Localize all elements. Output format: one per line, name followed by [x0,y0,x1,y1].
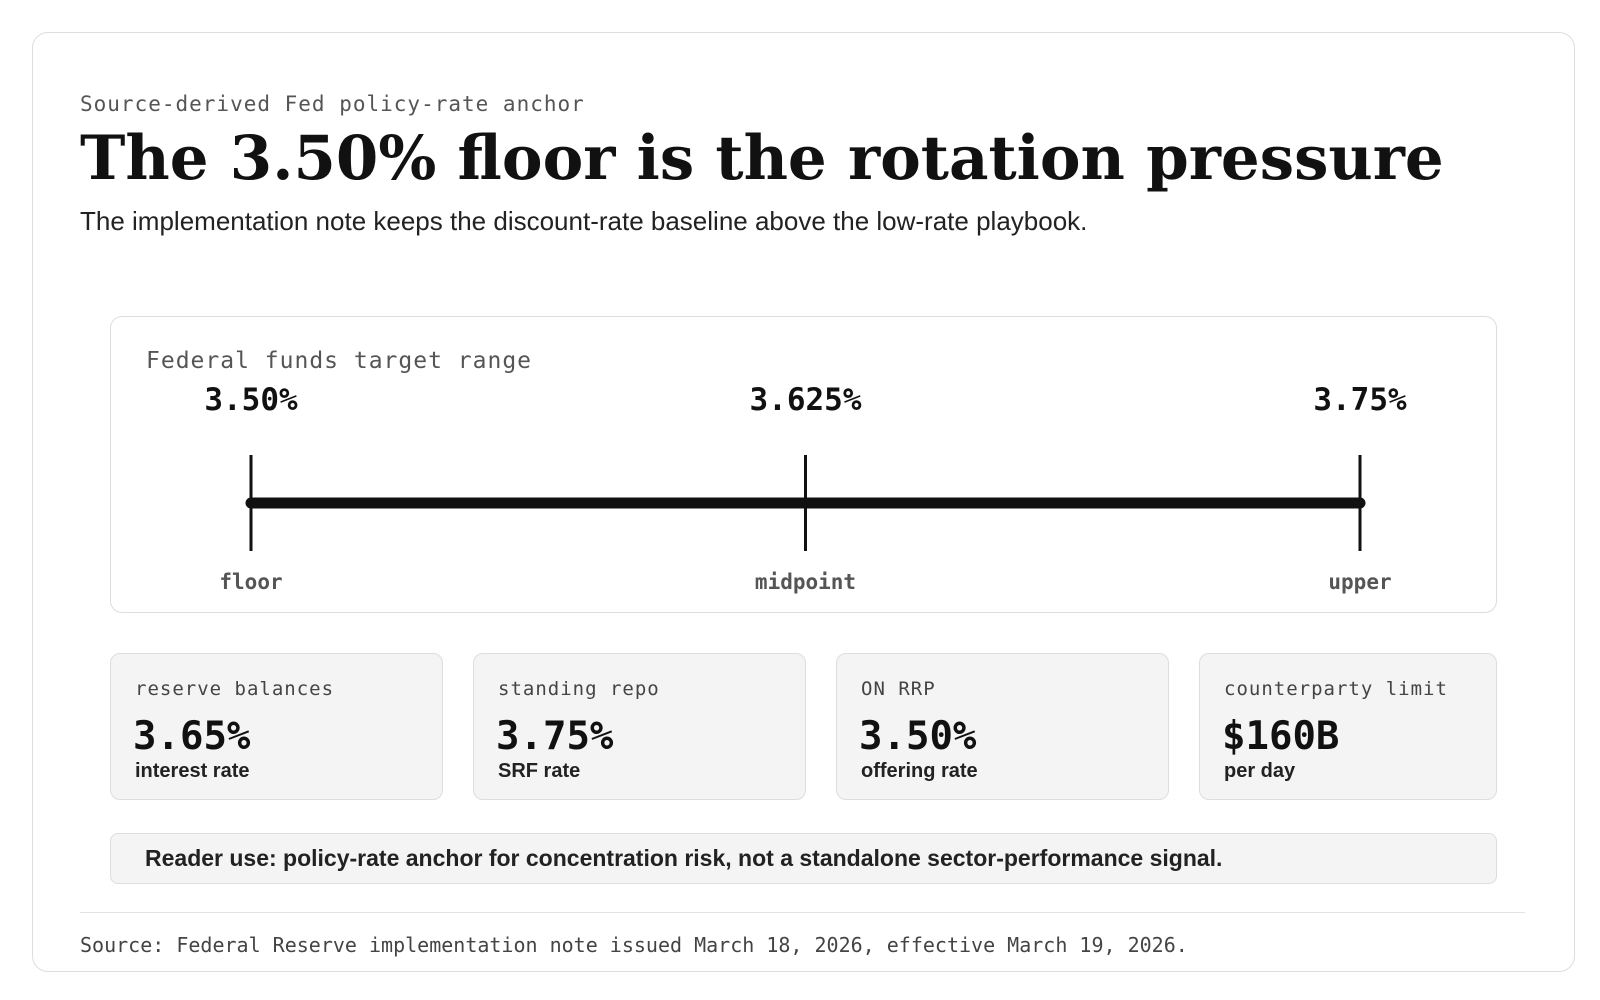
stat-label: counterparty limit [1224,678,1448,700]
range-chart-title: Federal funds target range [146,348,533,374]
stat-value: 3.75% [496,714,614,759]
divider [80,912,1525,913]
stat-caption: interest rate [135,760,250,782]
subtitle: The implementation note keeps the discou… [80,206,1088,236]
stat-label: standing repo [498,678,660,700]
stat-card-reserve-balances: reserve balances 3.65% interest rate [110,653,443,800]
kicker: Source-derived Fed policy-rate anchor [80,92,585,116]
range-value-label-midpoint: 3.625% [750,382,862,418]
stat-value: 3.50% [859,714,977,759]
range-role-label-midpoint: midpoint [755,570,856,594]
stat-caption: SRF rate [498,760,581,782]
stat-caption: per day [1224,760,1296,782]
stat-caption: offering rate [861,760,978,782]
reader-note-text: Reader use: policy-rate anchor for conce… [145,845,1223,871]
stat-card-counterparty-limit: counterparty limit $160B per day [1199,653,1497,800]
range-role-label-upper: upper [1328,570,1391,594]
range-role-label-floor: floor [219,570,282,594]
range-value-label-floor: 3.50% [204,382,298,418]
stat-value: 3.65% [133,714,251,759]
source-note: Source: Federal Reserve implementation n… [80,933,1188,957]
stat-label: ON RRP [861,678,936,700]
stat-value: $160B [1222,714,1340,759]
stat-card-standing-repo: standing repo 3.75% SRF rate [473,653,806,800]
range-value-label-upper: 3.75% [1313,382,1407,418]
stat-card-on-rrp: ON RRP 3.50% offering rate [836,653,1169,800]
stat-label: reserve balances [135,678,335,700]
headline: The 3.50% floor is the rotation pressure [80,123,1444,194]
range-panel [110,316,1497,613]
reader-note: Reader use: policy-rate anchor for conce… [110,833,1497,884]
range-marks: 3.50% floor 3.625% midpoint 3.75% upper [204,382,1407,594]
